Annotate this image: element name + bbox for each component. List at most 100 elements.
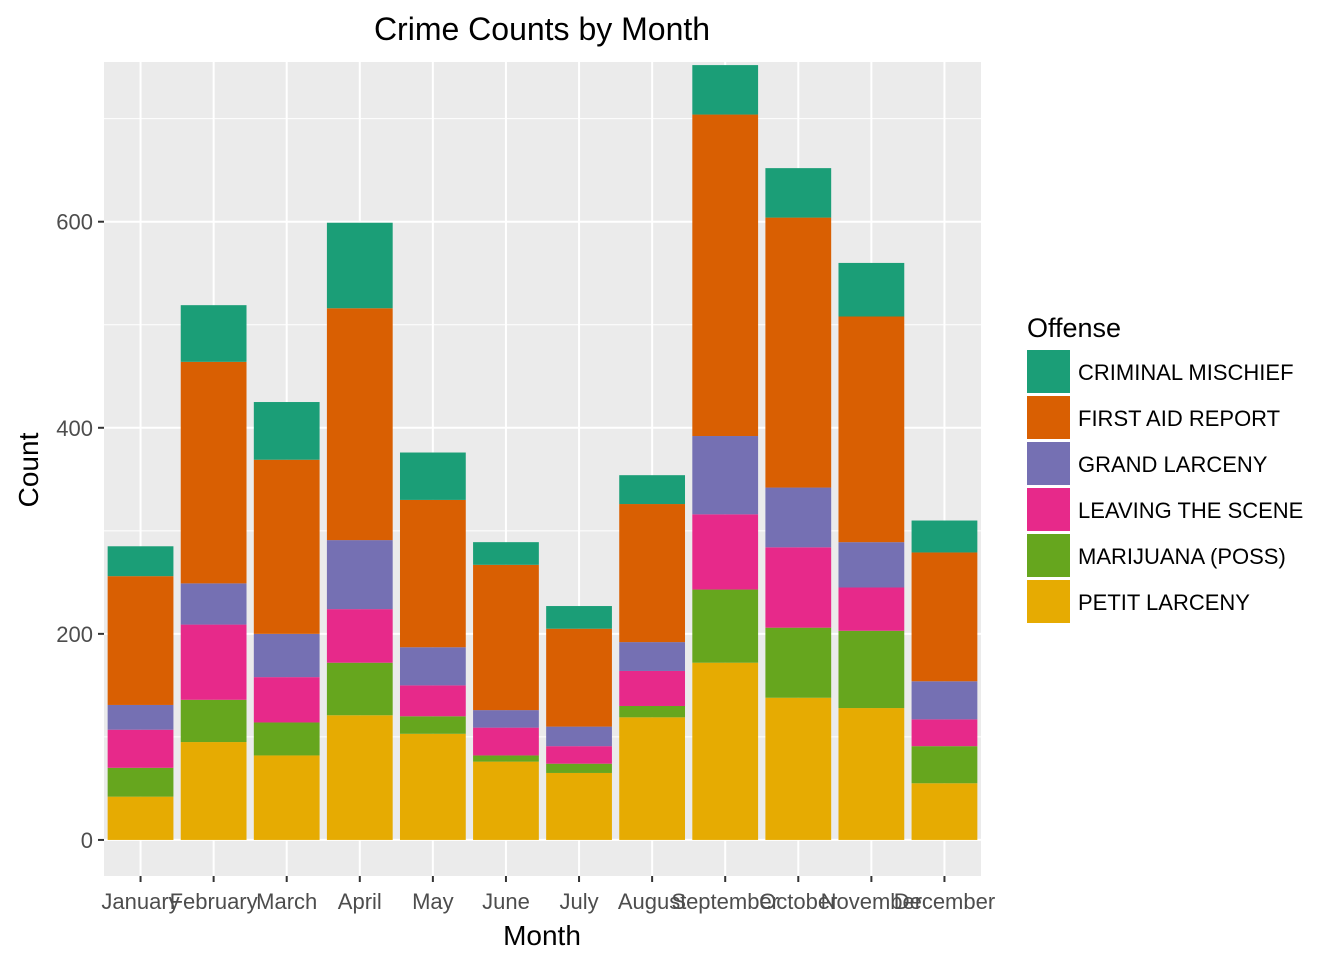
bar-segment	[765, 697, 832, 840]
bar-segment	[399, 685, 466, 717]
legend-label: CRIMINAL MISCHIEF	[1078, 360, 1294, 385]
bar-segment	[326, 662, 393, 716]
bar-segment	[911, 783, 978, 840]
bar-segment	[107, 546, 174, 577]
bar-segment	[180, 624, 247, 700]
bar-segment	[107, 576, 174, 705]
bar-segment	[180, 583, 247, 625]
bar-segment	[473, 564, 539, 711]
legend-key	[1027, 534, 1070, 577]
bar-segment	[619, 475, 686, 505]
bar-segment	[619, 642, 686, 671]
x-tick-label: August	[618, 889, 687, 914]
legend: Offense CRIMINAL MISCHIEF FIRST AID REPOR…	[1027, 313, 1303, 623]
plot-panel	[104, 62, 981, 876]
x-tick-label: February	[170, 889, 258, 914]
bar-segment	[180, 305, 247, 362]
bar-segment	[765, 487, 832, 548]
legend-key	[1027, 580, 1070, 623]
bar-segment	[838, 316, 905, 543]
bar-segment	[473, 761, 539, 840]
bar-segment	[253, 755, 320, 840]
bar-segment	[399, 647, 466, 686]
bar-segment	[838, 708, 905, 840]
bar-segment	[326, 308, 393, 541]
bar-segment	[619, 504, 686, 643]
bar-segment	[473, 710, 539, 728]
legend-label: MARIJUANA (POSS)	[1078, 544, 1286, 569]
x-tick-label: September	[671, 889, 779, 914]
x-tick-label: July	[559, 889, 598, 914]
bar-segment	[911, 746, 978, 784]
bar-segment	[473, 542, 539, 565]
bar-segment	[326, 609, 393, 663]
bar-segment	[765, 547, 832, 628]
y-tick-label: 0	[81, 828, 93, 853]
bar-segment	[180, 742, 247, 840]
bar-segment	[253, 633, 320, 678]
bar-segment	[838, 542, 905, 588]
x-tick-label: November	[821, 889, 922, 914]
bar-segment	[107, 767, 174, 797]
bar-segment	[180, 699, 247, 743]
bar-segment	[473, 727, 539, 756]
legend-label: LEAVING THE SCENE	[1078, 498, 1303, 523]
bar-segment	[107, 704, 174, 730]
bar-segment	[692, 436, 759, 515]
bar-segment	[326, 715, 393, 840]
x-tick-label: October	[759, 889, 837, 914]
bar-segment	[838, 587, 905, 631]
bar-segment	[399, 452, 466, 500]
bar-segment	[765, 168, 832, 218]
legend-label: FIRST AID REPORT	[1078, 406, 1280, 431]
x-tick-label: April	[338, 889, 382, 914]
x-axis-title: Month	[503, 920, 581, 951]
legend-title: Offense	[1027, 313, 1121, 343]
bar-segment	[546, 726, 612, 747]
bar-segment	[692, 114, 759, 437]
bar-segment	[692, 65, 759, 115]
bar-segment	[326, 540, 393, 610]
bar-segment	[692, 514, 759, 590]
legend-label: PETIT LARCENY	[1078, 590, 1250, 615]
bar-segment	[619, 705, 686, 718]
bar-segment	[838, 630, 905, 709]
bar-segment	[911, 552, 978, 682]
bar-segment	[546, 772, 612, 840]
bar-segment	[911, 681, 978, 720]
y-axis-title: Count	[13, 432, 44, 507]
bar-segment	[546, 746, 612, 764]
chart-title: Crime Counts by Month	[374, 11, 710, 47]
bar-segment	[253, 722, 320, 756]
bar-segment	[399, 733, 466, 840]
bar-segment	[838, 262, 905, 317]
legend-key	[1027, 488, 1070, 531]
y-tick-label: 400	[56, 416, 93, 441]
bar-segment	[180, 361, 247, 584]
bar-segment	[107, 729, 174, 768]
bar-segment	[399, 716, 466, 734]
bar-segment	[619, 670, 686, 706]
bar-segment	[911, 520, 978, 553]
x-tick-label: June	[482, 889, 530, 914]
bar-segment	[765, 217, 832, 488]
bar-segment	[765, 627, 832, 698]
x-tick-label: December	[894, 889, 995, 914]
bar-segment	[326, 222, 393, 309]
x-tick-label: January	[101, 889, 179, 914]
legend-key	[1027, 442, 1070, 485]
bar-segment	[253, 402, 320, 460]
bar-segment	[546, 763, 612, 773]
x-tick-label: May	[412, 889, 454, 914]
bar-segment	[911, 719, 978, 747]
bar-segment	[546, 606, 612, 629]
bar-segment	[399, 499, 466, 648]
bar-segment	[253, 459, 320, 634]
legend-label: GRAND LARCENY	[1078, 452, 1268, 477]
y-tick-label: 600	[56, 210, 93, 235]
bars	[107, 65, 978, 840]
bar-segment	[692, 662, 759, 840]
y-tick-label: 200	[56, 622, 93, 647]
